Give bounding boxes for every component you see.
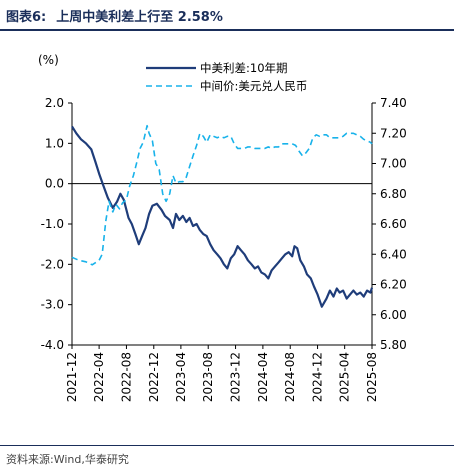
x-tick-label: 2022-08: [119, 352, 133, 402]
left-tick-label: 0.0: [45, 177, 64, 191]
figure-title-text: 上周中美利差上行至 2.58%: [56, 10, 223, 25]
x-tick-label: 2022-12: [147, 352, 161, 402]
x-tick-label: 2024-08: [283, 352, 297, 402]
right-tick-label: 5.80: [380, 338, 407, 352]
right-tick-label: 7.00: [380, 157, 407, 171]
legend-label-spread: 中美利差:10年期: [200, 61, 288, 75]
left-tick-label: 2.0: [45, 96, 64, 110]
x-tick-label: 2025-04: [338, 352, 352, 402]
x-tick-label: 2023-12: [229, 352, 243, 402]
figure-number: 图表6:: [6, 10, 47, 25]
left-tick-label: -2.0: [41, 257, 64, 271]
series-line-spread: [71, 125, 374, 308]
axis-layer: -4.0 -3.0 -2.0 -1.0 0.0 1.0 2.0 5.80 6.00 6.20 6.4…: [41, 96, 407, 402]
legend: 中美利差:10年期 中间价:美元兑人民币: [140, 58, 312, 98]
x-tick-label: 2023-08: [201, 352, 215, 402]
x-tick-label: 2024-12: [311, 352, 325, 402]
x-tick-label: 2022-04: [92, 352, 106, 402]
right-tick-label: 7.40: [380, 96, 407, 110]
right-tick-label: 6.40: [380, 247, 407, 261]
x-tick-label: 2021-12: [65, 352, 79, 402]
title-rule: [0, 29, 454, 31]
series-line-usdcny: [71, 124, 373, 266]
left-axis-unit: (%): [38, 53, 59, 67]
right-tick-label: 7.20: [380, 126, 407, 140]
left-tick-label: -1.0: [41, 217, 64, 231]
footer-rule: [0, 445, 454, 446]
figure-title: 图表6: 上周中美利差上行至 2.58%: [6, 6, 223, 25]
right-tick-label: 6.00: [380, 308, 407, 322]
left-tick-label: -4.0: [41, 338, 64, 352]
right-tick-label: 6.60: [380, 217, 407, 231]
left-tick-label: 1.0: [45, 136, 64, 150]
right-tick-label: 6.20: [380, 278, 407, 292]
series-layer: [71, 124, 374, 308]
right-tick-label: 6.80: [380, 187, 407, 201]
chart: -4.0 -3.0 -2.0 -1.0 0.0 1.0 2.0 5.80 6.00 6.20 6.4…: [38, 53, 407, 402]
x-tick-label: 2024-04: [256, 352, 270, 402]
x-tick-label: 2025-08: [365, 352, 379, 402]
source-note: 资料来源:Wind,华泰研究: [6, 453, 129, 466]
x-tick-label: 2023-04: [174, 352, 188, 402]
legend-label-usdcny: 中间价:美元兑人民币: [200, 79, 307, 93]
left-tick-label: -3.0: [41, 298, 64, 312]
legend-background: [140, 58, 312, 98]
